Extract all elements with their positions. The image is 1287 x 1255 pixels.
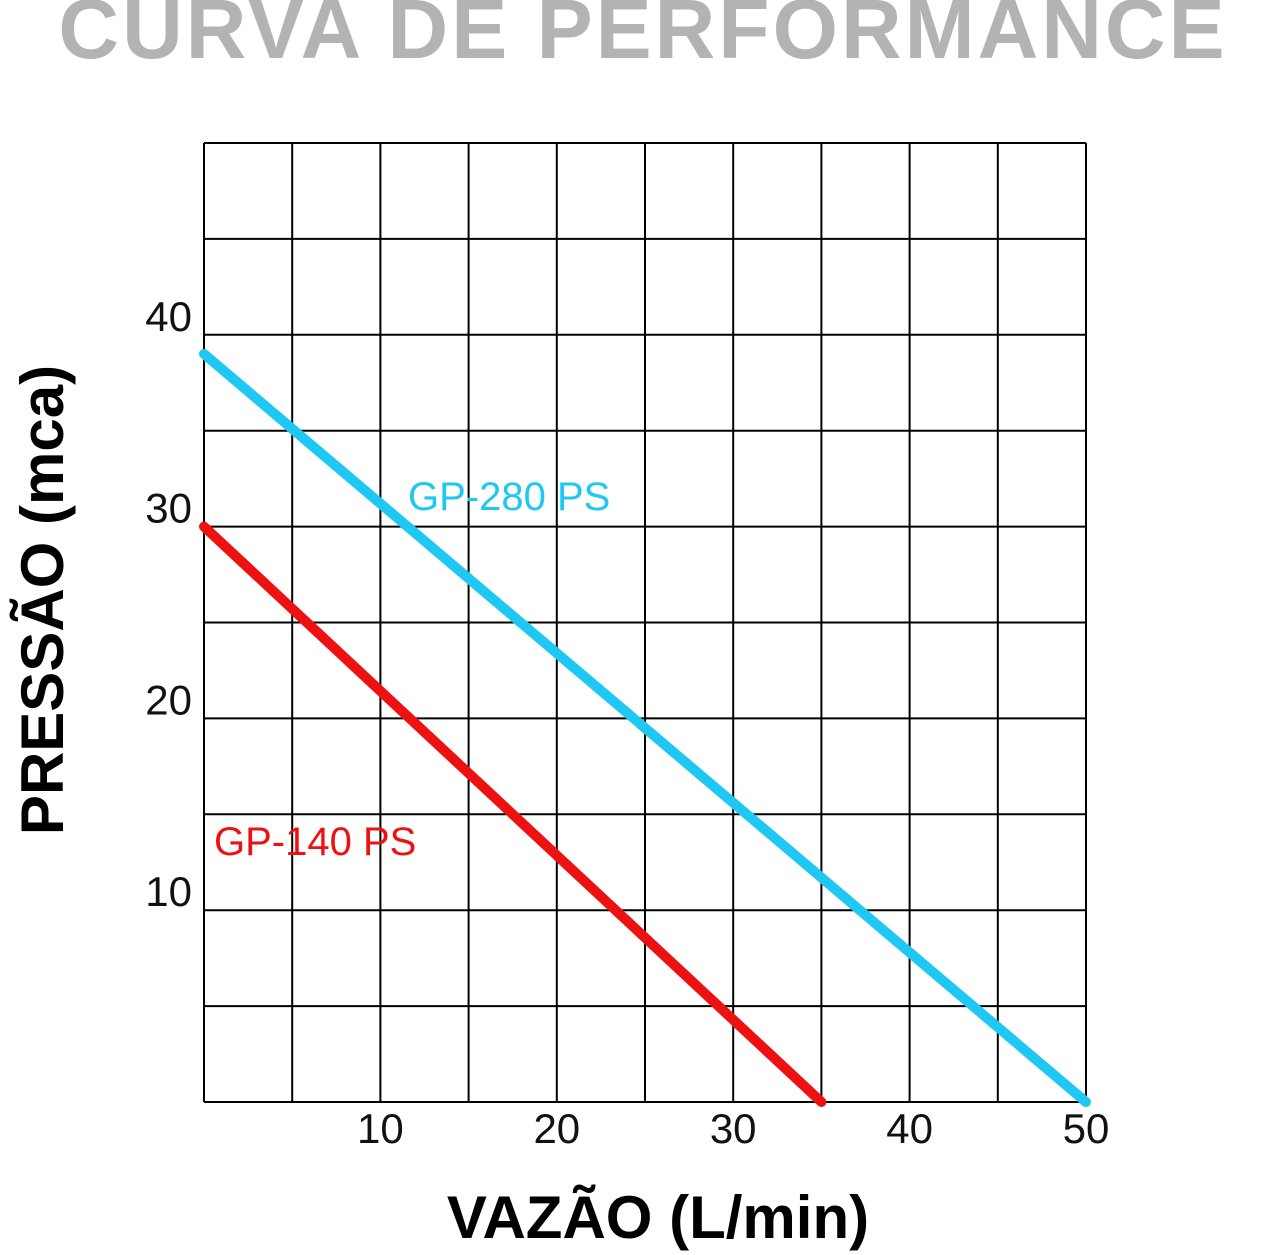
series-lines [199,348,1091,1107]
x-tick-label: 30 [710,1105,757,1152]
y-tick-label: 40 [145,293,192,340]
series-label-gp-140: GP-140 PS [214,820,416,864]
x-tick-label: 20 [533,1105,580,1152]
x-tick-label: 50 [1063,1105,1110,1152]
y-axis-title: PRESSÃO (mca) [9,365,76,835]
x-axis-title: VAZÃO (L/min) [447,1184,869,1251]
series-line-0 [199,348,1091,1107]
y-tick-label: 20 [145,676,192,723]
x-tick-labels: 10 20 30 40 50 [357,1105,1109,1152]
chart-title: CURVA DE PERFORMANCE [58,0,1227,76]
y-tick-label: 30 [145,485,192,532]
series-line-1 [199,521,827,1107]
y-tick-label: 10 [145,868,192,915]
grid [203,142,1087,1103]
series-label-gp-280: GP-280 PS [408,475,610,519]
y-tick-labels: 10 20 30 40 [145,293,192,915]
x-tick-label: 40 [886,1105,933,1152]
x-tick-label: 10 [357,1105,404,1152]
